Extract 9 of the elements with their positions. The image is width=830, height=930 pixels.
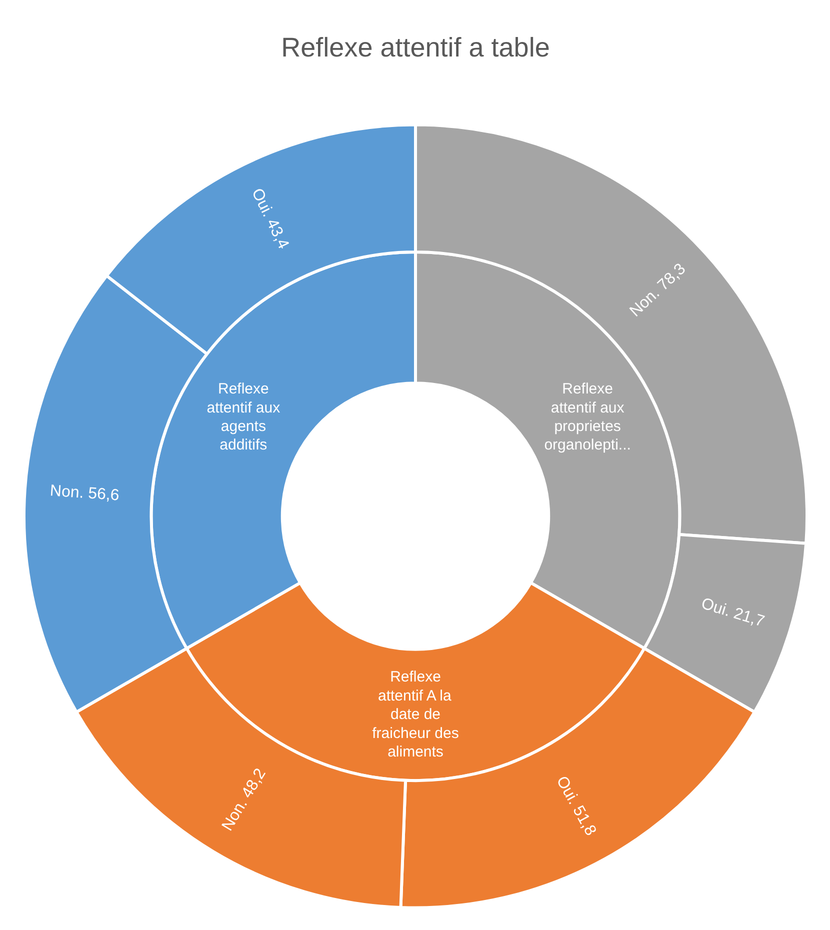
data-label: Non. 56,6 — [49, 482, 120, 504]
data-label: Non. 78,3 — [626, 260, 690, 320]
data-label: Oui. 51,8 — [552, 774, 600, 839]
data-label: Reflexe attentif aux agents additifs — [206, 380, 281, 454]
chart-title: Reflexe attentif a table — [281, 32, 550, 62]
data-label: Oui. 21,7 — [699, 595, 766, 631]
data-label: Oui. 43,4 — [248, 186, 292, 252]
data-label: Reflexe attentif A la date de fraicheur des aliments — [372, 668, 459, 761]
data-label: Reflexe attentif aux proprietes organolepti... — [544, 380, 631, 454]
